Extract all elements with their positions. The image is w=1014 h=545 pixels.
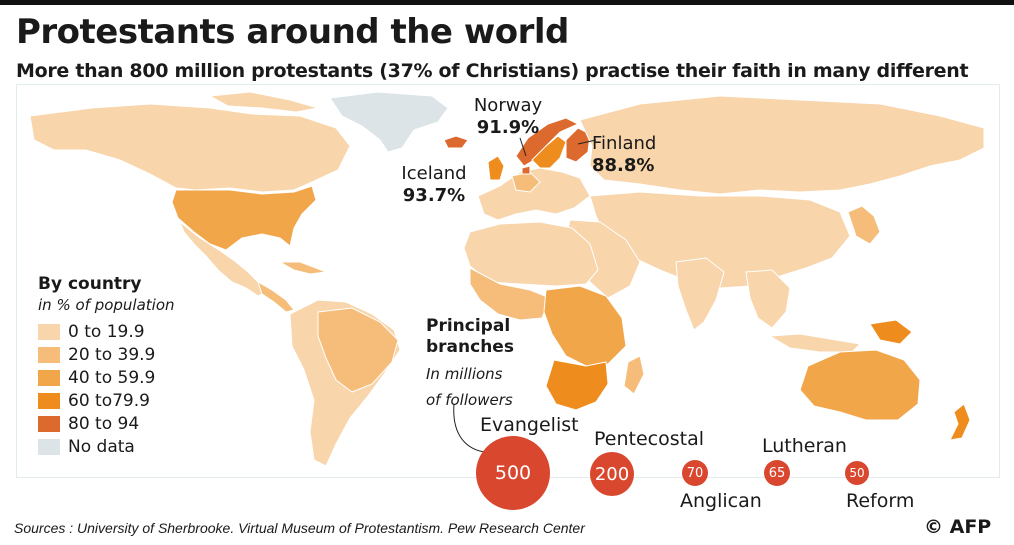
- bubble-reform: 50: [845, 461, 869, 485]
- page-title: Protestants around the world: [16, 12, 569, 52]
- legend-item: No data: [38, 435, 175, 458]
- new-zealand: [949, 403, 971, 441]
- legend-item: 60 to79.9: [38, 389, 175, 412]
- callout-iceland-pct: 93.7%: [402, 185, 466, 206]
- afp-credit: © AFP: [924, 516, 992, 538]
- bubble-pentecostal: 200: [590, 452, 634, 496]
- caribbean: [278, 261, 327, 275]
- west-africa: [469, 267, 551, 321]
- norway: [515, 117, 580, 167]
- callout-finland: Finland 88.8%: [592, 133, 672, 177]
- madagascar: [623, 355, 645, 395]
- central-east-africa: [543, 285, 627, 367]
- bubble-evangelist: 500: [476, 436, 550, 510]
- sweden: [531, 135, 567, 169]
- legend-label: 40 to 59.9: [68, 367, 156, 388]
- branches-title-2: branches: [426, 337, 514, 357]
- russia: [579, 95, 985, 195]
- indonesia: [768, 333, 862, 353]
- callout-finland-pct: 88.8%: [592, 155, 655, 176]
- branches-title-1: Principal: [426, 316, 511, 336]
- legend-swatch: [38, 438, 60, 455]
- arctic-islands: [208, 91, 319, 113]
- canada: [29, 103, 351, 193]
- legend-swatch: [38, 369, 60, 386]
- greenland: [329, 91, 449, 153]
- north-africa: [463, 221, 599, 287]
- legend-title: By country: [38, 274, 142, 294]
- legend-subtitle: in % of population: [38, 296, 175, 314]
- legend-label: 80 to 94: [68, 413, 140, 434]
- legend-label: 20 to 39.9: [68, 344, 156, 365]
- korea-japan: [847, 205, 881, 245]
- legend-swatch: [38, 323, 60, 340]
- legend-label: No data: [68, 436, 135, 457]
- usa: [171, 185, 317, 251]
- finland: [565, 127, 591, 163]
- legend-item: 0 to 19.9: [38, 320, 175, 343]
- label-pentecostal: Pentecostal: [594, 428, 704, 450]
- legend-label: 0 to 19.9: [68, 321, 145, 342]
- bubble-anglican: 70: [682, 460, 708, 486]
- callout-iceland: Iceland 93.7%: [394, 163, 474, 207]
- branches-sub-2: of followers: [426, 391, 513, 409]
- bubble-lutheran: 65: [764, 460, 790, 486]
- legend-item: 40 to 59.9: [38, 366, 175, 389]
- iceland: [443, 135, 469, 149]
- legend-swatch: [38, 415, 60, 432]
- southeast-asia: [745, 269, 791, 329]
- callout-norway: Norway 91.9%: [468, 95, 548, 139]
- legend-item: 20 to 39.9: [38, 343, 175, 366]
- label-evangelist: Evangelist: [480, 414, 579, 436]
- branches-heading: Principal branches In millions of follow…: [426, 316, 514, 410]
- finland-leader: [577, 139, 597, 145]
- label-reform: Reform: [846, 490, 915, 512]
- sources-note: Sources : University of Sherbrooke. Virt…: [14, 520, 585, 536]
- mexico: [178, 220, 267, 297]
- norway-leader: [519, 137, 527, 157]
- central-america: [257, 280, 295, 313]
- australia: [799, 349, 921, 421]
- southern-africa: [545, 359, 609, 411]
- legend-item: 80 to 94: [38, 412, 175, 435]
- callout-iceland-name: Iceland: [401, 163, 467, 184]
- label-anglican: Anglican: [680, 490, 762, 512]
- india: [675, 257, 725, 331]
- branches-sub-1: In millions: [426, 365, 503, 383]
- legend-swatch: [38, 346, 60, 363]
- callout-norway-pct: 91.9%: [476, 117, 540, 138]
- legend-swatch: [38, 392, 60, 409]
- map-legend: By country in % of population 0 to 19.9 …: [38, 274, 175, 458]
- legend-label: 60 to79.9: [68, 390, 150, 411]
- uk: [487, 155, 505, 181]
- papua-new-guinea: [869, 319, 913, 345]
- label-lutheran: Lutheran: [762, 435, 847, 457]
- evangelist-connector: [453, 403, 485, 453]
- callout-norway-name: Norway: [473, 95, 543, 116]
- brazil: [317, 307, 399, 393]
- callout-finland-name: Finland: [592, 133, 657, 154]
- top-rule: [0, 0, 1014, 5]
- denmark: [521, 165, 531, 175]
